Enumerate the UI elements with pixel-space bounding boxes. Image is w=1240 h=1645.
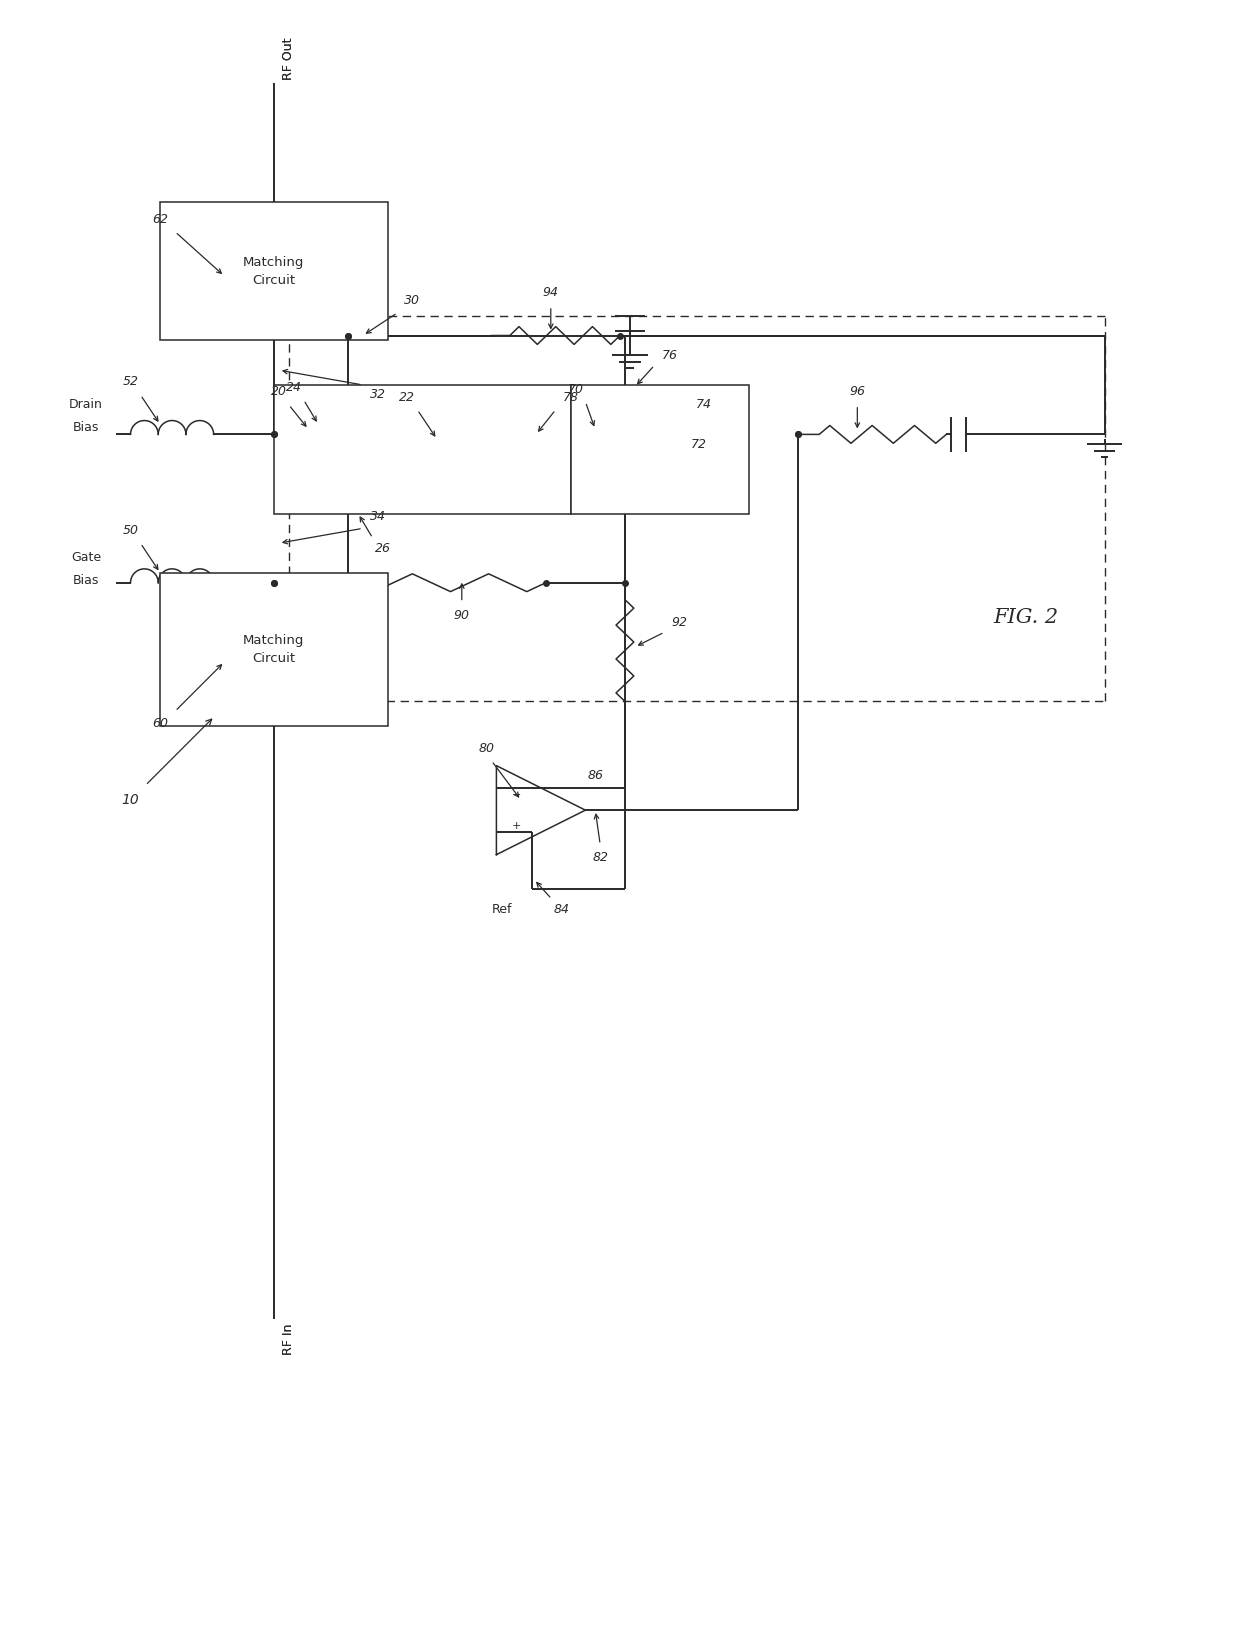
Text: 96: 96 bbox=[849, 385, 866, 398]
Text: RF Out: RF Out bbox=[281, 38, 295, 81]
Text: 24: 24 bbox=[285, 382, 301, 395]
Text: RF Out: RF Out bbox=[281, 38, 295, 81]
Text: 32: 32 bbox=[370, 388, 386, 401]
Text: 52: 52 bbox=[123, 375, 139, 388]
Text: 84: 84 bbox=[554, 903, 569, 916]
Text: 34: 34 bbox=[370, 510, 386, 523]
Text: 92: 92 bbox=[671, 615, 687, 628]
Text: 22: 22 bbox=[399, 392, 415, 405]
Text: 10: 10 bbox=[122, 793, 139, 808]
Text: 82: 82 bbox=[593, 850, 609, 864]
Text: 78: 78 bbox=[563, 392, 579, 405]
Text: 76: 76 bbox=[661, 349, 677, 362]
Text: Bias: Bias bbox=[73, 421, 99, 434]
Text: RF In: RF In bbox=[281, 1324, 295, 1355]
Text: Bias: Bias bbox=[73, 574, 99, 587]
Text: Circuit: Circuit bbox=[253, 651, 295, 665]
Text: Ref: Ref bbox=[492, 903, 512, 916]
Bar bbox=[570, 385, 749, 513]
Text: 80: 80 bbox=[479, 742, 495, 755]
Text: 70: 70 bbox=[568, 383, 584, 396]
Text: 74: 74 bbox=[696, 398, 712, 411]
Bar bbox=[160, 202, 388, 341]
Text: 30: 30 bbox=[404, 294, 420, 308]
Text: 94: 94 bbox=[543, 286, 559, 299]
Text: 86: 86 bbox=[588, 768, 604, 781]
Text: Matching: Matching bbox=[243, 257, 305, 268]
Text: 20: 20 bbox=[270, 385, 286, 398]
Text: 26: 26 bbox=[374, 541, 391, 554]
Text: Matching: Matching bbox=[243, 633, 305, 646]
Text: 50: 50 bbox=[123, 523, 139, 536]
Text: RF In: RF In bbox=[281, 1324, 295, 1355]
Text: Gate: Gate bbox=[71, 551, 102, 564]
Text: Circuit: Circuit bbox=[253, 273, 295, 286]
Text: Drain: Drain bbox=[69, 398, 103, 411]
Text: 62: 62 bbox=[153, 214, 169, 227]
Text: FIG. 2: FIG. 2 bbox=[993, 607, 1058, 627]
Text: 72: 72 bbox=[691, 438, 707, 451]
Bar bbox=[160, 572, 388, 725]
Text: −: − bbox=[512, 790, 521, 799]
Text: 60: 60 bbox=[153, 717, 169, 730]
Text: +: + bbox=[512, 821, 521, 831]
Text: 90: 90 bbox=[454, 609, 470, 622]
Bar bbox=[274, 385, 570, 513]
